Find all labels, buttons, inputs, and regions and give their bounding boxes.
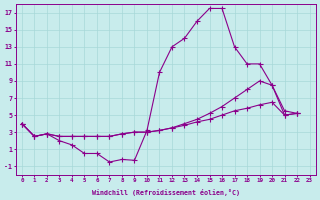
X-axis label: Windchill (Refroidissement éolien,°C): Windchill (Refroidissement éolien,°C) [92,189,240,196]
